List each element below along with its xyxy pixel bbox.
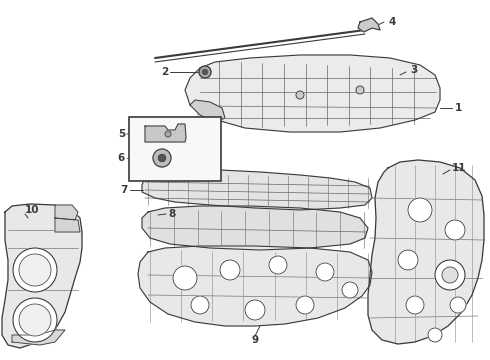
- Polygon shape: [55, 218, 80, 232]
- Circle shape: [165, 131, 171, 137]
- Circle shape: [13, 298, 57, 342]
- Circle shape: [428, 328, 442, 342]
- Polygon shape: [368, 160, 484, 344]
- FancyBboxPatch shape: [129, 117, 221, 181]
- Circle shape: [342, 282, 358, 298]
- Text: 5: 5: [118, 129, 125, 139]
- Circle shape: [199, 66, 211, 78]
- Circle shape: [153, 149, 171, 167]
- Circle shape: [450, 297, 466, 313]
- Circle shape: [296, 296, 314, 314]
- Polygon shape: [185, 55, 440, 132]
- Polygon shape: [142, 170, 372, 210]
- Polygon shape: [358, 18, 380, 32]
- Polygon shape: [145, 124, 186, 142]
- Circle shape: [398, 250, 418, 270]
- Polygon shape: [2, 204, 82, 348]
- Polygon shape: [142, 206, 368, 250]
- Circle shape: [173, 266, 197, 290]
- Text: 11: 11: [452, 163, 466, 173]
- Circle shape: [316, 263, 334, 281]
- Circle shape: [445, 220, 465, 240]
- Text: 3: 3: [410, 65, 417, 75]
- Circle shape: [158, 154, 166, 162]
- Text: 9: 9: [251, 335, 259, 345]
- Circle shape: [408, 198, 432, 222]
- Circle shape: [269, 256, 287, 274]
- Circle shape: [406, 296, 424, 314]
- Circle shape: [19, 254, 51, 286]
- Circle shape: [19, 304, 51, 336]
- Text: 2: 2: [161, 67, 168, 77]
- Text: 7: 7: [121, 185, 128, 195]
- Polygon shape: [190, 100, 225, 122]
- Circle shape: [13, 248, 57, 292]
- Circle shape: [435, 260, 465, 290]
- Circle shape: [245, 300, 265, 320]
- Text: 1: 1: [455, 103, 462, 113]
- Circle shape: [442, 267, 458, 283]
- Text: 4: 4: [388, 17, 395, 27]
- Circle shape: [191, 296, 209, 314]
- Circle shape: [202, 69, 207, 75]
- Polygon shape: [12, 330, 65, 345]
- Circle shape: [356, 86, 364, 94]
- Polygon shape: [55, 205, 78, 220]
- Circle shape: [220, 260, 240, 280]
- Text: 10: 10: [25, 205, 40, 215]
- Polygon shape: [138, 246, 372, 326]
- Circle shape: [296, 91, 304, 99]
- Text: 6: 6: [118, 153, 125, 163]
- Text: 8: 8: [168, 209, 175, 219]
